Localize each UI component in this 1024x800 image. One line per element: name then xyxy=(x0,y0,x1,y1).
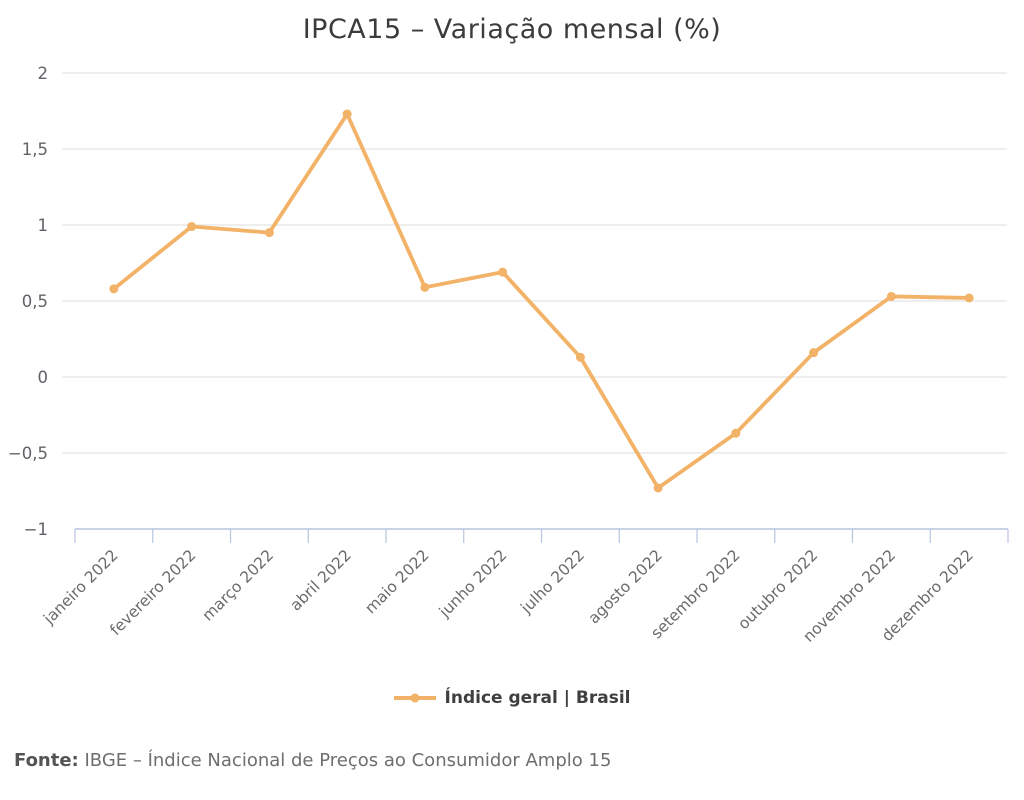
source-text: IBGE – Índice Nacional de Preços ao Cons… xyxy=(78,750,612,771)
x-axis-tick-label: janeiro 2022 xyxy=(39,546,121,628)
x-axis-tick-label: outubro 2022 xyxy=(735,546,822,633)
data-point[interactable] xyxy=(187,222,197,232)
data-point[interactable] xyxy=(109,284,119,294)
x-axis-tick-label: julho 2022 xyxy=(517,546,589,618)
chart-legend[interactable]: Índice geral | Brasil xyxy=(0,688,1024,708)
x-axis-tick-label: maio 2022 xyxy=(361,546,432,617)
data-point[interactable] xyxy=(731,428,741,438)
x-axis-tick-label: agosto 2022 xyxy=(585,546,666,627)
y-axis-tick-label: −0,5 xyxy=(8,444,48,463)
data-point[interactable] xyxy=(809,348,819,358)
x-axis-tick-label: março 2022 xyxy=(199,546,277,624)
data-point[interactable] xyxy=(964,293,974,303)
y-axis-tick-label: 2 xyxy=(38,64,49,83)
y-axis-tick-label: 0 xyxy=(38,368,49,387)
data-point[interactable] xyxy=(498,267,508,277)
legend-line-icon xyxy=(393,693,436,703)
chart-source-note: Fonte: IBGE – Índice Nacional de Preços … xyxy=(14,750,1004,771)
data-point[interactable] xyxy=(342,109,352,119)
source-label: Fonte: xyxy=(14,750,79,771)
chart-title: IPCA15 – Variação mensal (%) xyxy=(302,14,722,45)
data-point[interactable] xyxy=(264,228,274,238)
data-point[interactable] xyxy=(575,352,585,362)
data-point[interactable] xyxy=(653,483,663,493)
legend-series-label: Índice geral | Brasil xyxy=(444,688,631,708)
series-line xyxy=(111,112,972,490)
y-axis-tick-label: 1 xyxy=(38,216,49,235)
data-point[interactable] xyxy=(886,291,896,301)
x-axis-tick-label: junho 2022 xyxy=(435,546,510,621)
data-point[interactable] xyxy=(420,282,430,292)
y-axis-tick-label: 0,5 xyxy=(22,292,48,311)
y-axis-tick-label: 1,5 xyxy=(22,140,48,159)
x-axis-tick-label: abril 2022 xyxy=(287,546,355,614)
y-axis-tick-label: −1 xyxy=(24,520,48,539)
